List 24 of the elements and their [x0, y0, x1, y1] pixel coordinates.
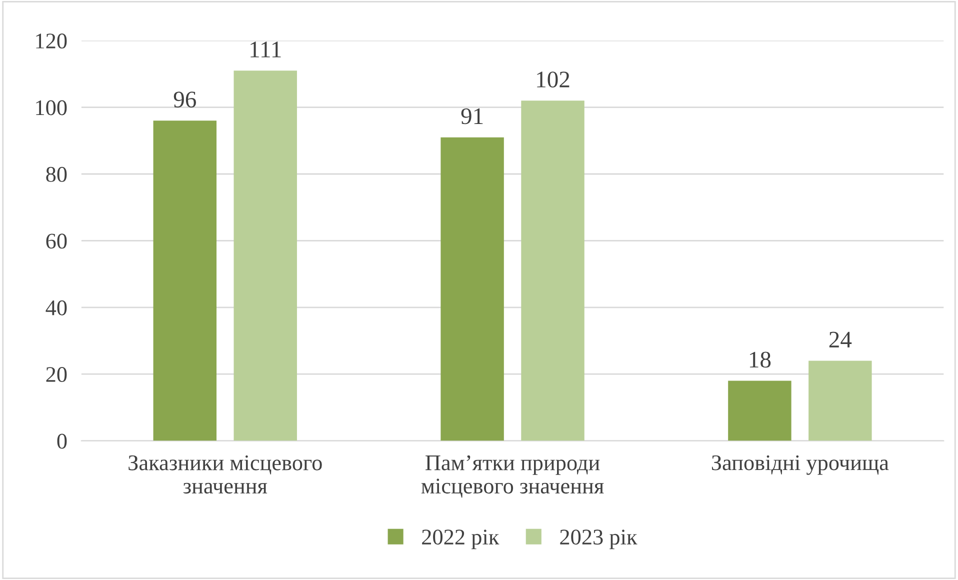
- y-tick-label: 60: [46, 234, 67, 249]
- bar: [153, 120, 217, 441]
- legend-label: 2023 рік: [560, 530, 638, 550]
- bar: [808, 360, 872, 441]
- bar: [234, 70, 297, 441]
- y-tick-label: 40: [46, 300, 67, 316]
- data-label: 96: [174, 92, 196, 108]
- y-tick-label: 80: [46, 166, 67, 182]
- data-label: 24: [829, 332, 852, 348]
- x-tick-label: Заповідні урочища: [712, 455, 889, 475]
- y-tick-label: 100: [36, 100, 67, 116]
- bar: [728, 380, 792, 441]
- y-tick-label: 120: [36, 34, 67, 49]
- data-label: 111: [250, 42, 281, 58]
- data-label: 102: [537, 72, 570, 88]
- bar: [440, 137, 504, 441]
- x-tick-label: Заказники місцевого значення: [128, 455, 322, 494]
- data-label: 18: [750, 352, 771, 368]
- bar: [521, 100, 584, 441]
- y-tick-label: 0: [57, 434, 67, 449]
- x-tick-label: Пам’ятки природи місцевого значення: [421, 455, 604, 498]
- data-label: 91: [461, 108, 483, 124]
- y-tick-label: 20: [46, 367, 67, 382]
- legend-label: 2022 рік: [422, 530, 500, 550]
